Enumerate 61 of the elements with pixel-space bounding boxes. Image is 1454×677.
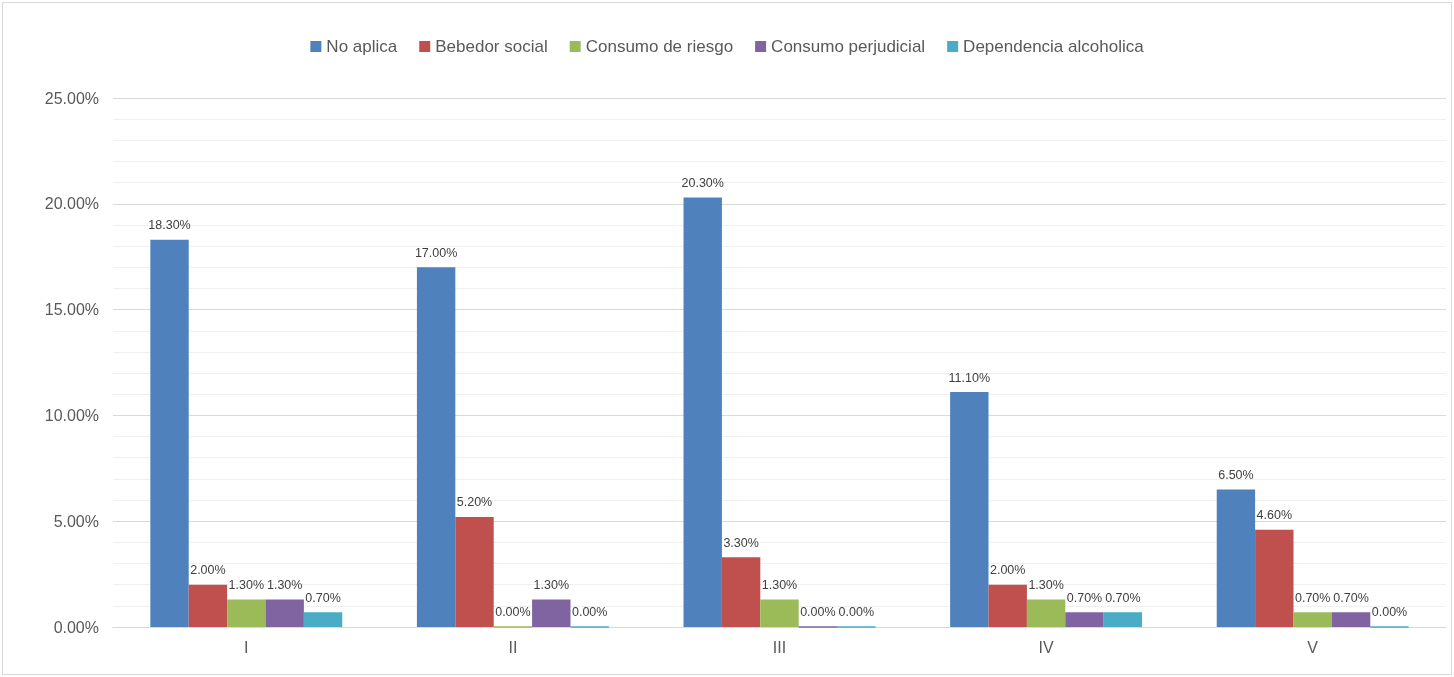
bar bbox=[227, 599, 266, 627]
bar bbox=[988, 584, 1027, 627]
data-label: 0.70% bbox=[1294, 590, 1331, 605]
bar bbox=[188, 584, 228, 627]
y-tick-label: 0.00% bbox=[53, 618, 99, 636]
data-label: 1.30% bbox=[533, 577, 570, 592]
data-label: 0.00% bbox=[495, 605, 531, 619]
data-label: 1.30% bbox=[266, 577, 303, 592]
bar bbox=[721, 557, 761, 627]
bar bbox=[265, 599, 304, 627]
data-label: 2.00% bbox=[989, 563, 1026, 578]
data-label: 2.00% bbox=[190, 563, 226, 578]
data-label: 20.30% bbox=[681, 175, 724, 190]
bar bbox=[416, 267, 456, 627]
data-label: 18.30% bbox=[148, 218, 191, 233]
data-label: 17.00% bbox=[414, 245, 458, 260]
y-tick-label: 25.00% bbox=[44, 89, 99, 107]
data-label: 1.30% bbox=[228, 577, 265, 592]
data-label: 1.30% bbox=[761, 577, 798, 592]
x-tick-label: I bbox=[244, 638, 249, 656]
data-label: 0.00% bbox=[571, 605, 608, 619]
data-label: 0.00% bbox=[838, 605, 875, 619]
data-label: 3.30% bbox=[723, 535, 759, 550]
bar bbox=[1293, 612, 1332, 627]
bar bbox=[1026, 599, 1066, 627]
legend-label: Dependencia alcoholica bbox=[963, 37, 1145, 56]
y-tick-label: 5.00% bbox=[53, 512, 99, 530]
x-tick-label: IV bbox=[1038, 638, 1054, 656]
bar bbox=[1065, 612, 1104, 627]
data-label: 6.50% bbox=[1218, 467, 1254, 482]
data-label: 0.70% bbox=[305, 590, 341, 605]
bar bbox=[532, 599, 571, 627]
data-label: 0.00% bbox=[1371, 605, 1408, 619]
legend-label: Consumo de riesgo bbox=[585, 37, 734, 56]
data-label: 11.10% bbox=[948, 370, 991, 385]
data-label: 5.20% bbox=[456, 495, 493, 510]
y-tick-label: 10.00% bbox=[44, 406, 99, 424]
data-label: 0.70% bbox=[1105, 590, 1141, 605]
data-label: 0.00% bbox=[800, 605, 836, 619]
bar bbox=[1255, 529, 1294, 627]
legend-label: Consumo perjudicial bbox=[771, 37, 926, 56]
data-label: 0.70% bbox=[1066, 590, 1103, 605]
data-label: 1.30% bbox=[1028, 577, 1064, 592]
bar bbox=[950, 392, 989, 627]
bar bbox=[1216, 489, 1256, 627]
bar bbox=[455, 516, 494, 627]
x-tick-label: II bbox=[508, 638, 518, 656]
bar bbox=[760, 599, 799, 627]
legend-label: Bebedor social bbox=[435, 37, 548, 56]
bar bbox=[1331, 612, 1371, 627]
bar bbox=[303, 612, 343, 627]
y-tick-label: 20.00% bbox=[44, 195, 99, 213]
bar bbox=[150, 239, 189, 627]
bar bbox=[1103, 612, 1143, 627]
y-tick-label: 15.00% bbox=[44, 301, 99, 319]
data-label: 4.60% bbox=[1256, 508, 1293, 523]
x-tick-label: III bbox=[772, 638, 787, 656]
data-label: 0.70% bbox=[1333, 590, 1369, 605]
x-tick-label: V bbox=[1307, 638, 1319, 656]
legend-label: No aplica bbox=[326, 37, 398, 56]
bar bbox=[683, 197, 722, 627]
